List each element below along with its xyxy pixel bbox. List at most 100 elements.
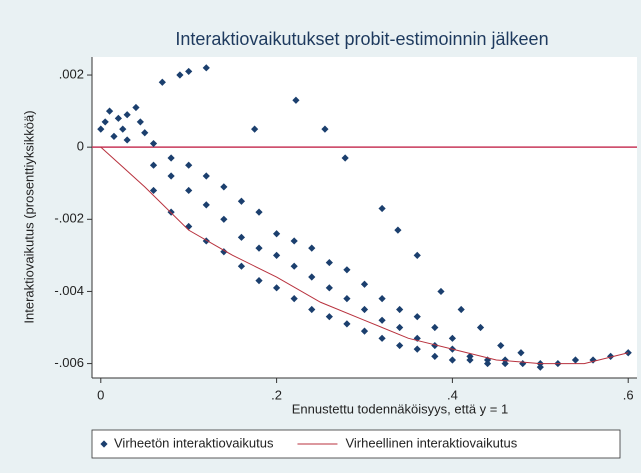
scatter-point: [158, 78, 166, 86]
legend-label: Virheetön interaktiovaikutus: [114, 435, 274, 450]
scatter-point: [519, 359, 527, 368]
scatter-point: [97, 125, 105, 133]
legend-label: Virheellinen interaktiovaikutus: [345, 435, 517, 450]
scatter-point: [624, 349, 632, 357]
scatter-point: [272, 230, 281, 238]
x-tick-label: .4: [447, 387, 458, 402]
scatter-point: [114, 114, 122, 122]
scatter-point: [431, 323, 439, 332]
scatter-point: [497, 341, 505, 350]
scatter-point: [101, 118, 109, 126]
scatter-point: [457, 305, 465, 314]
scatter-point: [466, 356, 474, 364]
scatter-point: [220, 215, 228, 223]
legend-marker: [100, 440, 108, 448]
scatter-point: [308, 244, 316, 252]
scatter-point: [396, 341, 404, 350]
chart-title: Interaktiovaikutukset probit-estimoinnin…: [175, 29, 548, 49]
scatter-point: [105, 107, 114, 115]
scatter-point: [448, 356, 457, 364]
y-axis-label: Interaktiovaikutus (prosenttiyksikköä): [21, 110, 36, 323]
x-tick-label: .2: [271, 387, 282, 402]
scatter-point: [123, 136, 131, 144]
scatter-point: [220, 183, 228, 191]
scatter-point: [378, 295, 386, 303]
scatter-point: [202, 64, 210, 72]
y-tick-label: .002: [59, 66, 84, 81]
scatter-point: [343, 295, 351, 303]
scatter-point: [607, 352, 615, 360]
scatter-point: [325, 258, 333, 267]
scatter-point: [343, 266, 351, 274]
x-tick-label: 0: [97, 387, 104, 402]
scatter-point: [176, 71, 184, 79]
y-tick-label: -.002: [54, 211, 84, 226]
scatter-point: [251, 125, 259, 133]
scatter-point: [237, 233, 246, 241]
scatter-point: [132, 103, 140, 112]
scatter-point: [119, 125, 127, 133]
x-axis-label: Ennustettu todennäköisyys, että y = 1: [292, 401, 508, 416]
scatter-point: [476, 323, 485, 332]
scatter-point: [325, 313, 333, 321]
scatter-point: [589, 356, 597, 364]
scatter-point: [360, 305, 369, 314]
scatter-point: [185, 186, 193, 195]
scatter-point: [343, 320, 351, 328]
scatter-point: [185, 67, 193, 76]
scatter-point: [237, 262, 246, 270]
scatter-point: [413, 313, 421, 321]
scatter-point: [448, 334, 457, 342]
scatter-point: [255, 244, 263, 252]
scatter-point: [483, 359, 492, 368]
scatter-point: [149, 161, 158, 169]
scatter-point: [325, 284, 333, 292]
scatter-point: [202, 172, 210, 180]
scatter-point: [272, 251, 281, 259]
scatter-point: [272, 284, 281, 292]
y-tick-label: 0: [77, 139, 84, 154]
x-tick-label: .6: [623, 387, 634, 402]
scatter-point: [123, 111, 131, 119]
legend: [91, 429, 621, 459]
scatter-point: [136, 118, 144, 126]
y-tick-label: -.004: [54, 283, 84, 298]
scatter-point: [431, 352, 439, 360]
scatter-point: [396, 323, 404, 332]
scatter-point: [290, 237, 298, 245]
scatter-point: [185, 161, 193, 169]
scatter-point: [220, 248, 228, 256]
scatter-point: [517, 349, 525, 357]
scatter-point: [571, 356, 580, 364]
scatter-point: [396, 305, 404, 314]
scatter-point: [308, 305, 316, 314]
scatter-point: [290, 295, 298, 303]
scatter-point: [466, 352, 474, 360]
scatter-point: [290, 262, 298, 270]
scatter-point: [431, 341, 439, 350]
scatter-point: [378, 204, 386, 213]
scatter-point: [110, 132, 118, 140]
scatter-point: [360, 327, 369, 335]
y-tick-label: -.006: [54, 355, 84, 370]
scatter-point: [149, 139, 158, 148]
scatter-point: [413, 345, 421, 353]
scatter-point: [167, 154, 175, 162]
scatter-point: [255, 277, 263, 285]
scatter-point: [341, 154, 349, 162]
scatter-point: [141, 129, 149, 137]
scatter-point: [292, 96, 300, 104]
scatter-point: [378, 316, 386, 324]
scatter-point: [167, 172, 175, 180]
line: [100, 146, 629, 365]
scatter-point: [394, 226, 402, 234]
scatter-point: [308, 273, 316, 281]
scatter-point: [413, 251, 421, 259]
scatter-point: [378, 334, 386, 342]
scatter-point: [202, 201, 210, 209]
scatter-point: [237, 197, 246, 205]
scatter-point: [501, 356, 509, 364]
scatter-point: [437, 287, 445, 296]
scatter-point: [321, 125, 329, 133]
